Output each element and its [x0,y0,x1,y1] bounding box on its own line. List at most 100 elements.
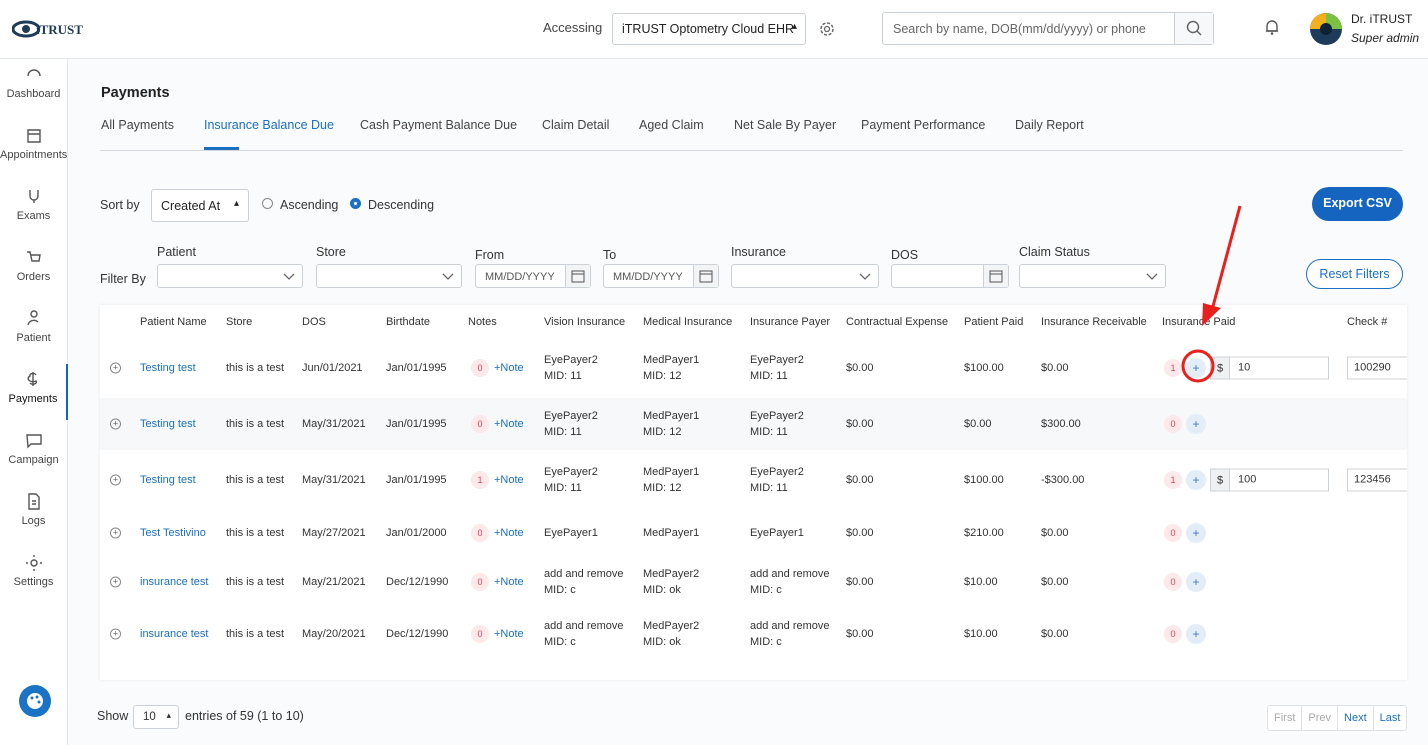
notes-count[interactable]: 0 [471,573,489,591]
notes-count[interactable]: 0 [471,415,489,433]
add-payment-button[interactable]: + [1186,572,1206,592]
page-size-select[interactable]: 10 ▴ [133,705,179,729]
cell-vision: add and remove MID: c [544,566,624,598]
insurer: add and remove [750,620,830,632]
expand-icon[interactable]: + [110,628,121,640]
filter-select[interactable] [1019,264,1166,288]
search-button[interactable] [1174,13,1213,44]
date-input[interactable]: MM/DD/YYYY [603,264,719,288]
cell-medical: MedPayer1 [643,525,699,541]
dos: May/27/2021 [302,527,366,539]
notes-count[interactable]: 0 [471,625,489,643]
column-header: Contractual Expense [846,315,949,328]
filter-label: DOS [891,248,919,262]
sidebar-icon [25,555,42,571]
filter-select[interactable] [731,264,879,288]
date-input[interactable] [891,264,1009,288]
paid-count[interactable]: 0 [1164,524,1182,542]
tab[interactable]: Payment Performance [861,118,986,132]
check-number-input[interactable]: 100290 [1347,356,1407,380]
add-payment-button[interactable]: + [1186,414,1206,434]
add-payment-button[interactable]: + [1186,624,1206,644]
patient-link[interactable]: Testing test [140,474,196,486]
notes: 0 +Note [471,524,524,542]
expand-icon[interactable]: + [110,474,121,486]
page-button[interactable]: Last [1372,706,1407,730]
paid-count[interactable]: 0 [1164,625,1182,643]
notification-icon[interactable] [1263,18,1281,36]
theme-button[interactable] [19,685,51,717]
settings-icon[interactable] [818,20,836,38]
paid-count[interactable]: 1 [1164,359,1182,377]
patient-link[interactable]: insurance test [140,576,209,588]
tab[interactable]: Cash Payment Balance Due [360,118,518,132]
notes: 0 +Note [471,359,524,377]
member-id: MID: 11 [544,426,582,438]
add-payment-button[interactable]: + [1186,470,1206,490]
paid-count[interactable]: 0 [1164,573,1182,591]
column-header: Patient Paid [964,315,1024,328]
paid-count[interactable]: 0 [1164,415,1182,433]
add-note-link[interactable]: +Note [494,362,524,374]
add-note-link[interactable]: +Note [494,628,524,640]
user-avatar[interactable] [1309,12,1343,46]
patient-link[interactable]: Testing test [140,418,196,430]
sort-select[interactable]: Created At ▴ [151,189,249,222]
expand-icon[interactable]: + [110,576,121,588]
patient-link[interactable]: insurance test [140,628,209,640]
filter-select[interactable] [157,264,303,288]
filter-select[interactable] [316,264,462,288]
sidebar-item[interactable]: Logs [0,486,67,542]
date-input[interactable]: MM/DD/YYYY [475,264,591,288]
radio[interactable] [262,198,273,209]
chevron-icon [442,273,454,280]
page-button[interactable]: Next [1337,706,1373,730]
notes-count[interactable]: 1 [471,471,489,489]
export-csv-button[interactable]: Export CSV [1312,187,1403,221]
insurer: add and remove [544,620,624,632]
contractual-expense: $0.00 [846,527,874,539]
store: this is a test [226,628,285,640]
expand-icon[interactable]: + [110,527,121,539]
insurer: MedPayer2 [643,568,700,580]
tab[interactable]: Claim Detail [542,118,610,132]
patient-paid: $0.00 [964,418,992,430]
paid-amount-input[interactable]: 10 [1229,356,1329,380]
tab[interactable]: Daily Report [1015,118,1084,132]
add-note-link[interactable]: +Note [494,474,524,486]
sidebar-item[interactable]: Orders [0,242,67,298]
store: this is a test [226,474,285,486]
add-note-link[interactable]: +Note [494,418,524,430]
sidebar-item[interactable]: Dashboard [0,59,67,115]
sidebar-item[interactable]: Payments [0,364,68,420]
reset-filters-button[interactable]: Reset Filters [1306,259,1403,289]
tab[interactable]: Net Sale By Payer [734,118,837,132]
expand-icon[interactable]: + [110,418,121,430]
add-note-link[interactable]: +Note [494,527,524,539]
tab[interactable]: Aged Claim [639,118,704,132]
cell-medical: MedPayer2 MID: ok [643,566,699,598]
expand-icon[interactable]: + [110,362,121,374]
add-payment-button[interactable]: + [1186,358,1206,378]
radio[interactable] [350,198,361,209]
sidebar-item[interactable]: Patient [0,303,67,359]
patient-link[interactable]: Testing test [140,362,196,374]
check-number-input[interactable]: 123456 [1347,468,1407,492]
tab[interactable]: All Payments [101,118,174,132]
add-payment-button[interactable]: + [1186,523,1206,543]
tab[interactable]: Insurance Balance Due [204,118,334,132]
practice-select[interactable]: iTRUST Optometry Cloud EHR ▴ [612,13,806,45]
patient-link[interactable]: Test Testivino [140,527,206,539]
sidebar-item[interactable]: Campaign [0,425,67,481]
insurer: EyePayer2 [544,466,598,478]
sidebar-item[interactable]: Appointments [0,120,67,176]
paid-count[interactable]: 1 [1164,471,1182,489]
insurer: add and remove [544,568,624,580]
paid-amount-input[interactable]: 100 [1229,468,1329,492]
sidebar-item[interactable]: Exams [0,181,67,237]
notes-count[interactable]: 0 [471,524,489,542]
search-box[interactable]: Search by name, DOB(mm/dd/yyyy) or phone [882,12,1214,45]
add-note-link[interactable]: +Note [494,576,524,588]
notes-count[interactable]: 0 [471,359,489,377]
sidebar-item[interactable]: Settings [0,547,67,603]
